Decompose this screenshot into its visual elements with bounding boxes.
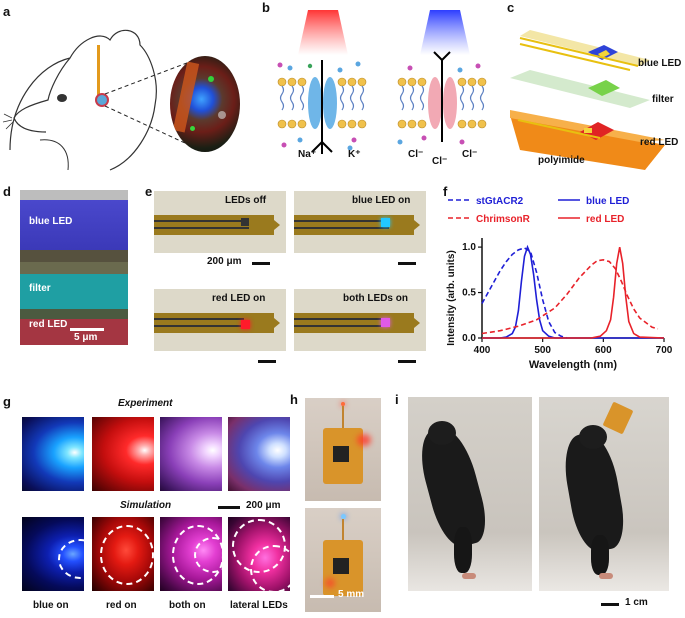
- x-tick-label: 400: [474, 345, 491, 356]
- ion-label-cl-3: Cl⁻: [462, 149, 478, 160]
- y-tick-label: 0.5: [462, 288, 476, 299]
- series-line-chrimsonr: [481, 258, 659, 335]
- g-caption-lateral-leds: lateral LEDs: [230, 600, 288, 611]
- panel-label-g: g: [3, 394, 11, 409]
- panel-label-d: d: [3, 184, 11, 199]
- h-scale-label: 5 mm: [338, 589, 365, 600]
- g-label-experiment: Experiment: [118, 398, 173, 409]
- g-caption-blue-on: blue on: [33, 600, 69, 611]
- d-label-filter: filter: [29, 283, 51, 294]
- c-label-polyimide: polyimide: [538, 155, 585, 166]
- e-label-both-leds-on: both LEDs on: [343, 293, 408, 304]
- g-caption-both-on: both on: [169, 600, 206, 611]
- g-experiment-red-on: [92, 417, 154, 491]
- g-label-simulation: Simulation: [120, 500, 172, 511]
- c-label-blue-led: blue LED: [638, 58, 682, 69]
- x-tick-label: 700: [656, 345, 673, 356]
- d-label-blue-led: blue LED: [29, 216, 73, 227]
- h-device-photo-blue: [305, 508, 381, 612]
- g-caption-red-on: red on: [106, 600, 137, 611]
- legend-label: ChrimsonR: [476, 214, 531, 225]
- ion-label-na: Na⁺: [298, 149, 317, 160]
- g-experiment-both-on: [160, 417, 222, 491]
- h-scale-bar: [310, 595, 334, 598]
- legend-label: red LED: [586, 214, 624, 225]
- d-scale-label: 5 μm: [74, 332, 98, 343]
- i-scale-bar: [601, 603, 619, 606]
- series-line-blue-led: [482, 244, 664, 339]
- panel-label-f: f: [443, 184, 448, 199]
- g-simulation-lateral-leds: [228, 517, 290, 591]
- ion-label-k: K⁺: [348, 149, 361, 160]
- panel-label-c: c: [507, 0, 515, 15]
- e-tile-red-led-on: [154, 289, 286, 351]
- g-simulation-red-on: [92, 517, 154, 591]
- e-tile-blue-led-on: [294, 191, 426, 253]
- e-tile-leds-off: [154, 191, 286, 253]
- i-mouse-photo-1: [408, 397, 532, 591]
- e-scale-bar-2: [398, 262, 416, 265]
- panel-label-a: a: [3, 4, 11, 19]
- e-tile-both-leds-on: [294, 289, 426, 351]
- x-tick-label: 500: [534, 345, 551, 356]
- legend-label: stGtACR2: [476, 196, 524, 207]
- x-axis-label: Wavelength (nm): [529, 359, 618, 371]
- y-axis-label: Intensity (arb. units): [446, 250, 457, 346]
- fluorescence-micrograph: [170, 56, 240, 152]
- e-label-leds-off: LEDs off: [225, 195, 267, 206]
- probe-stack-illustration: [510, 30, 665, 170]
- x-tick-label: 600: [595, 345, 612, 356]
- panel-label-i: i: [395, 392, 399, 407]
- e-label-blue-led-on: blue LED on: [352, 195, 411, 206]
- emission-absorption-chart: 400 500 600 700 0.0 0.5 1.0 Wavelength (nm) Inte…: [446, 196, 673, 371]
- series-line-red-led: [482, 246, 665, 339]
- c-label-red-led: red LED: [640, 137, 679, 148]
- panel-label-b: b: [262, 0, 270, 15]
- c-label-filter: filter: [652, 94, 674, 105]
- e-label-red-led-on: red LED on: [212, 293, 266, 304]
- panel-label-h: h: [290, 392, 298, 407]
- e-scale-label: 200 μm: [207, 256, 242, 267]
- g-experiment-lateral-leds: [228, 417, 290, 491]
- g-experiment-blue-on: [22, 417, 84, 491]
- g-scale-label: 200 μm: [246, 500, 281, 511]
- e-scale-bar-4: [398, 360, 416, 363]
- i-mouse-photo-2: [539, 397, 669, 591]
- e-scale-bar-1: [252, 262, 270, 265]
- i-scale-label: 1 cm: [625, 597, 648, 608]
- legend-label: blue LED: [586, 196, 629, 207]
- g-scale-bar: [218, 506, 240, 509]
- g-simulation-blue-on: [22, 517, 84, 591]
- d-scale-bar: [70, 328, 104, 331]
- layer-cross-section: [20, 190, 128, 345]
- h-device-photo-red: [305, 398, 381, 501]
- y-tick-label: 1.0: [462, 242, 476, 253]
- panel-label-e: e: [145, 184, 153, 199]
- d-label-red-led: red LED: [29, 319, 68, 330]
- y-tick-label: 0.0: [462, 333, 476, 344]
- g-simulation-both-on: [160, 517, 222, 591]
- ion-label-cl-2: Cl⁻: [432, 156, 448, 167]
- e-scale-bar-3: [258, 360, 276, 363]
- opsin-membrane-diagram: [277, 10, 487, 154]
- ion-label-cl-1: Cl⁻: [408, 149, 424, 160]
